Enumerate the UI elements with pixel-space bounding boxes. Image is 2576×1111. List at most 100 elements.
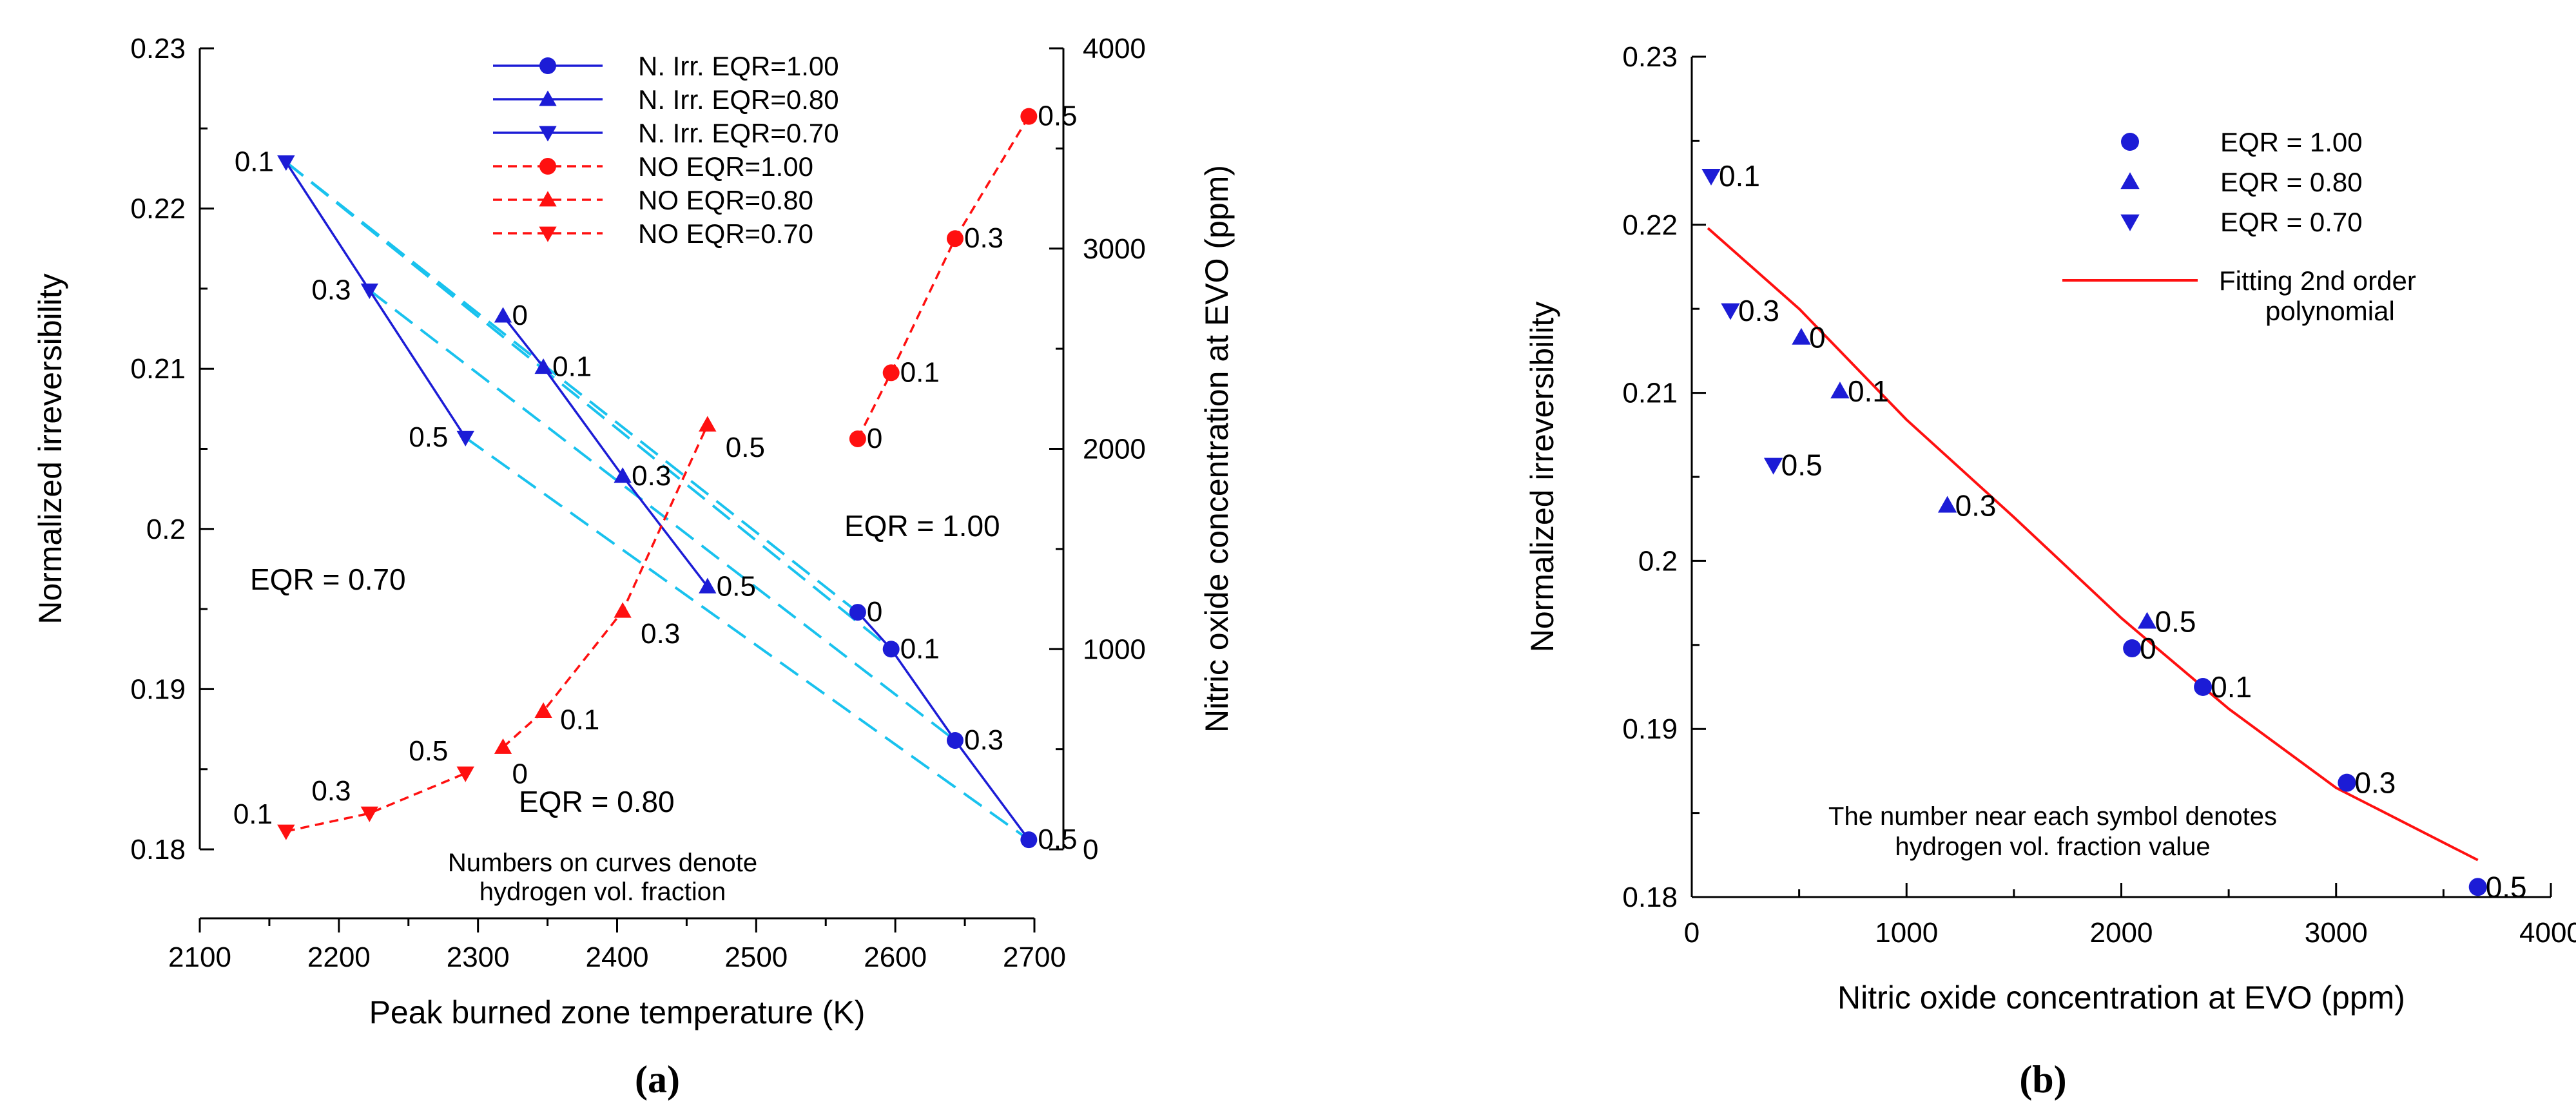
x-axis-title: Peak burned zone temperature (K) <box>369 994 866 1030</box>
y-tick-label: 0.21 <box>1622 378 1678 409</box>
right-y-tick-label: 4000 <box>1083 33 1146 64</box>
data-label-eqr-0-80: 0 <box>1809 321 1826 354</box>
right-y-tick-label: 2000 <box>1083 434 1146 465</box>
iso-fraction-connector-line <box>465 436 1030 841</box>
caption-b: (b) <box>2019 1058 2066 1101</box>
data-label-n-irr-eqr-1-00: 0.1 <box>900 633 940 664</box>
data-label-no-eqr-1-00: 0.1 <box>900 356 940 388</box>
data-label-no-eqr-1-00: 0 <box>867 423 882 454</box>
data-label-n-irr-eqr-0-70: 0.1 <box>235 146 274 178</box>
x-tick-label: 0 <box>1684 917 1700 949</box>
x-tick-label: 2500 <box>724 942 788 973</box>
legend-marker <box>2121 133 2139 151</box>
panel-b-chart: 0.18 0.19 0.2 0.21 0.22 0.23 0 1000 2000 3000 4000… <box>1524 41 2576 1101</box>
data-point-n-irr-eqr-0-80 <box>614 467 632 483</box>
data-point-n-irr-eqr-0-70 <box>360 283 378 300</box>
data-label-eqr-1-00: 0.3 <box>2354 766 2396 800</box>
legend-label: N. Irr. EQR=0.80 <box>638 84 839 115</box>
series-line-n-irr-eqr-1-00 <box>857 611 1030 841</box>
data-label-no-eqr-0-70: 0.5 <box>409 735 448 767</box>
data-label-no-eqr-1-00: 0.5 <box>1038 101 1077 132</box>
legend-marker <box>539 226 557 242</box>
legend-label: N. Irr. EQR=1.00 <box>638 51 839 81</box>
x-tick-label: 4000 <box>2519 917 2576 949</box>
right-y-tick-label: 1000 <box>1083 633 1146 665</box>
data-point-n-irr-eqr-1-00 <box>849 604 866 621</box>
data-label-no-eqr-0-80: 0.3 <box>641 618 680 650</box>
note-line: hydrogen vol. fraction value <box>1895 833 2210 861</box>
data-label-n-irr-eqr-1-00: 0.3 <box>964 724 1003 756</box>
data-label-n-irr-eqr-0-80: 0.5 <box>717 570 756 602</box>
data-point-eqr-1-00 <box>2468 878 2487 896</box>
note-line: The number near each symbol denotes <box>1828 802 2277 831</box>
iso-fraction-connector-line <box>369 289 956 742</box>
series-line-no-eqr-1-00 <box>857 115 1030 440</box>
note-line: hydrogen vol. fraction <box>479 878 726 906</box>
iso-fraction-connector-line <box>285 160 859 613</box>
left-y-tick-label: 0.2 <box>146 514 186 545</box>
legend-label: EQR = 0.70 <box>2220 207 2363 237</box>
y-tick-label: 0.22 <box>1622 209 1678 241</box>
note-line: Numbers on curves denote <box>448 849 757 877</box>
data-point-eqr-0-70 <box>1763 458 1783 475</box>
y-axis-title: Normalized irreversibility <box>1524 302 1560 653</box>
data-point-no-eqr-0-70 <box>360 806 378 822</box>
right-y-tick-label: 0 <box>1083 834 1098 865</box>
left-y-tick-label: 0.19 <box>130 673 186 705</box>
data-point-no-eqr-1-00 <box>946 230 964 247</box>
data-point-no-eqr-0-70 <box>277 824 295 840</box>
data-label-eqr-0-80: 0.5 <box>2155 604 2196 638</box>
legend-marker <box>539 90 557 106</box>
annotation-eqr-0-80: EQR = 0.80 <box>519 785 675 818</box>
data-point-no-eqr-0-80 <box>699 416 717 432</box>
data-label-no-eqr-0-80: 0 <box>512 758 528 790</box>
legend-label: N. Irr. EQR=0.70 <box>638 118 839 148</box>
data-label-eqr-1-00: 0 <box>2140 632 2156 665</box>
x-tick-label: 2300 <box>447 942 510 973</box>
data-label-n-irr-eqr-1-00: 0.5 <box>1038 824 1077 855</box>
data-point-no-eqr-0-80 <box>494 738 512 754</box>
data-label-n-irr-eqr-1-00: 0 <box>867 596 882 628</box>
data-point-eqr-0-70 <box>1701 168 1721 186</box>
data-point-eqr-0-70 <box>1721 303 1740 320</box>
legend-marker <box>2120 214 2140 231</box>
data-point-no-eqr-1-00 <box>1020 108 1038 125</box>
y-tick-label: 0.2 <box>1638 545 1678 577</box>
annotation-eqr-1-00: EQR = 1.00 <box>844 509 1000 543</box>
data-point-n-irr-eqr-0-80 <box>534 358 552 374</box>
x-axis-title: Nitric oxide concentration at EVO (ppm) <box>1837 980 2405 1016</box>
data-point-n-irr-eqr-0-80 <box>699 577 717 594</box>
y-tick-label: 0.23 <box>1622 41 1678 73</box>
legend-marker <box>539 191 557 207</box>
legend-label: EQR = 1.00 <box>2220 127 2363 157</box>
left-y-tick-label: 0.22 <box>130 193 186 225</box>
y-tick-label: 0.19 <box>1622 713 1678 745</box>
data-point-eqr-0-80 <box>1792 327 1811 345</box>
legend-marker <box>539 126 557 142</box>
data-point-no-eqr-0-80 <box>534 702 552 718</box>
data-point-n-irr-eqr-1-00 <box>1020 831 1038 849</box>
legend: EQR = 1.00 EQR = 0.80 EQR = 0.70 Fitting 2n… <box>2062 127 2416 326</box>
legend-marker <box>539 158 556 175</box>
legend-marker <box>539 57 556 74</box>
data-label-eqr-0-80: 0.1 <box>1848 374 1889 408</box>
x-tick-label: 2200 <box>307 942 371 973</box>
data-label-eqr-0-70: 0.5 <box>1781 449 1823 482</box>
series-line-no-eqr-0-70 <box>286 772 466 833</box>
panel-a-chart: 0.18 0.19 0.2 0.21 0.22 0.23 0 1000 2000 3000 4000… <box>32 33 1235 1101</box>
x-tick-label: 2100 <box>168 942 231 973</box>
data-label-n-irr-eqr-0-80: 0 <box>512 300 528 331</box>
data-label-n-irr-eqr-0-80: 0.1 <box>552 351 592 383</box>
data-label-eqr-1-00: 0.5 <box>2486 870 2527 903</box>
legend-label: NO EQR=1.00 <box>638 151 813 182</box>
data-label-n-irr-eqr-0-70: 0.5 <box>409 421 448 453</box>
fit-curve-line <box>1707 227 2479 862</box>
data-point-no-eqr-1-00 <box>882 364 900 382</box>
iso-fraction-connector-line <box>285 160 892 650</box>
data-label-n-irr-eqr-0-70: 0.3 <box>311 274 351 305</box>
data-point-no-eqr-0-70 <box>456 766 474 782</box>
x-tick-label: 2000 <box>2090 917 2153 949</box>
data-label-no-eqr-0-70: 0.1 <box>233 798 273 830</box>
legend-fit-label: polynomial <box>2265 296 2395 326</box>
